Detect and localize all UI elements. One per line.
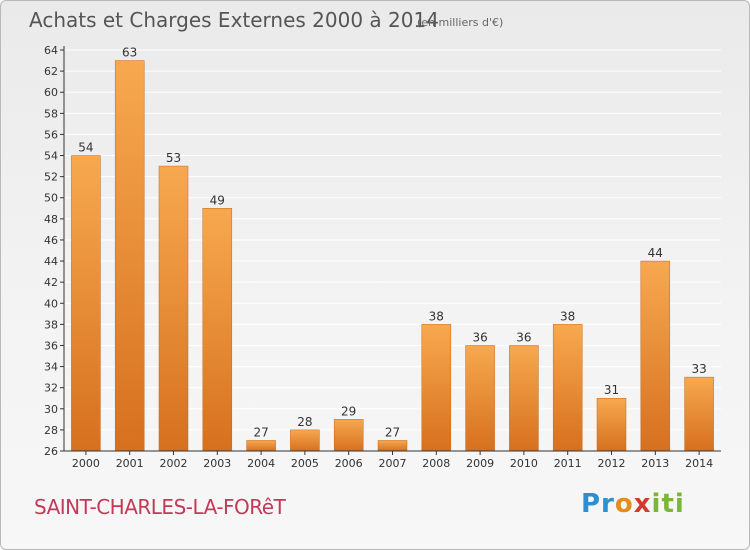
- bar-2012: [596, 397, 627, 452]
- data-label: 36: [516, 330, 531, 344]
- data-label: 36: [472, 330, 487, 344]
- data-label: 29: [341, 404, 356, 418]
- y-tick-label: 60: [44, 86, 58, 99]
- bar-2014: [684, 376, 714, 452]
- x-tick-label: 2002: [160, 457, 188, 470]
- bar-2001: [114, 60, 145, 452]
- y-tick-label: 62: [44, 65, 58, 78]
- x-tick-label: 2003: [203, 457, 231, 470]
- data-label: 31: [604, 383, 619, 397]
- data-label: 38: [429, 309, 444, 323]
- bar-2013: [640, 260, 671, 452]
- y-tick-label: 36: [44, 339, 58, 352]
- x-tick-label: 2012: [598, 457, 626, 470]
- y-tick-label: 46: [44, 234, 58, 247]
- y-tick-label: 28: [44, 424, 58, 437]
- bar-2004: [246, 440, 276, 452]
- y-tick-label: 58: [44, 107, 58, 120]
- y-tick-label: 38: [44, 318, 58, 331]
- x-tick-label: 2007: [379, 457, 407, 470]
- y-tick-label: 54: [44, 150, 58, 163]
- proxiti-logo[interactable]: Proxiti: [581, 489, 685, 519]
- bar-2002: [158, 165, 189, 452]
- commune-name: SAINT-CHARLES-LA-FORêT: [34, 495, 286, 519]
- data-label: 54: [78, 141, 93, 155]
- data-label: 44: [648, 246, 663, 260]
- x-tick-label: 2011: [554, 457, 582, 470]
- x-tick-label: 2005: [291, 457, 319, 470]
- y-tick-label: 26: [44, 445, 58, 458]
- data-label: 63: [122, 46, 137, 60]
- data-label: 49: [210, 193, 225, 207]
- bar-2000: [71, 155, 101, 452]
- data-label: 27: [385, 425, 400, 439]
- x-tick-label: 2001: [116, 457, 144, 470]
- bar-2011: [552, 324, 583, 452]
- x-tick-label: 2000: [72, 457, 100, 470]
- bar-2005: [290, 429, 320, 452]
- y-tick-label: 40: [44, 297, 58, 310]
- y-tick-label: 34: [44, 361, 58, 374]
- y-tick-label: 52: [44, 171, 58, 184]
- y-tick-label: 30: [44, 403, 58, 416]
- y-tick-label: 32: [44, 382, 58, 395]
- x-tick-label: 2014: [685, 457, 713, 470]
- data-label: 28: [297, 415, 312, 429]
- bar-2006: [333, 419, 364, 452]
- x-tick-label: 2009: [466, 457, 494, 470]
- y-tick-label: 56: [44, 128, 58, 141]
- y-tick-label: 50: [44, 192, 58, 205]
- data-label: 38: [560, 309, 575, 323]
- axis-layer: 26 28 30 32 34 36 38 40 42 44 46 48 50 52 54 56 58 60 62 64…: [44, 44, 721, 470]
- y-tick-label: 48: [44, 213, 58, 226]
- x-tick-label: 2010: [510, 457, 538, 470]
- x-tick-label: 2008: [422, 457, 450, 470]
- y-tick-label: 42: [44, 276, 58, 289]
- bar-2010: [509, 345, 539, 452]
- bars-layer: 54 63 53 49 27 28 29 27 38 36 36 38 31 44 33: [71, 46, 714, 452]
- y-tick-label: 44: [44, 255, 58, 268]
- chart-unit: (en milliers d'€): [417, 16, 504, 29]
- bar-2008: [421, 324, 452, 452]
- data-label: 27: [253, 425, 268, 439]
- data-label: 33: [691, 362, 706, 376]
- x-tick-label: 2006: [335, 457, 363, 470]
- bar-2003: [202, 208, 233, 452]
- x-tick-label: 2013: [641, 457, 669, 470]
- x-tick-label: 2004: [247, 457, 275, 470]
- y-tick-label: 64: [44, 44, 58, 57]
- data-label: 53: [166, 151, 181, 165]
- bar-2009: [465, 345, 495, 452]
- chart-title: Achats et Charges Externes 2000 à 2014: [29, 8, 439, 32]
- bar-2007: [377, 440, 408, 452]
